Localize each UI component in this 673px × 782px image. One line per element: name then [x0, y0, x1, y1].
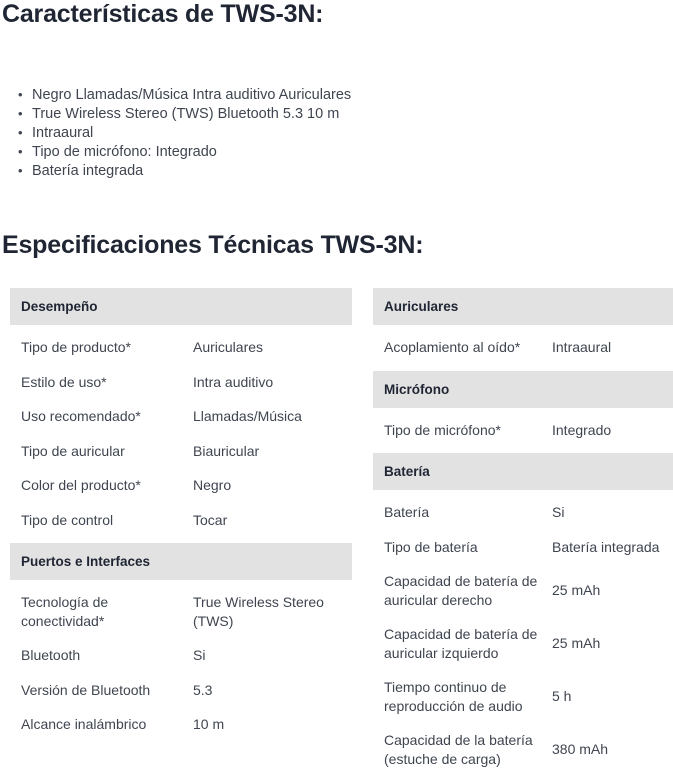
spec-group-header: Batería: [373, 453, 673, 490]
table-row: Alcance inalámbrico 10 m: [10, 707, 352, 742]
spec-group-rows: Tipo de micrófono* Integrado: [373, 408, 673, 454]
spec-value: 10 m: [193, 716, 225, 732]
table-row: Uso recomendado* Llamadas/Música: [10, 399, 352, 434]
table-row: Capacidad de batería de auricular derech…: [373, 564, 673, 617]
spec-value: Si: [552, 504, 565, 520]
spec-label: Uso recomendado*: [21, 408, 141, 424]
spec-group-rows: Acoplamiento al oído* Intraaural: [373, 325, 673, 371]
spec-group-header: Desempeño: [10, 288, 352, 325]
spec-value: 380 mAh: [552, 741, 609, 758]
spec-value: Auriculares: [193, 339, 264, 355]
spec-value: 25 mAh: [552, 582, 601, 599]
spec-column-right: Auriculares Acoplamiento al oído* Intraaur…: [373, 288, 673, 782]
bullet-icon: •: [18, 125, 23, 141]
spec-group-rows: Batería Si Tipo de batería Batería integrad…: [373, 490, 673, 782]
table-row: Capacidad de la batería (estuche de carg…: [373, 723, 673, 776]
spec-value: Llamadas/Música: [193, 408, 302, 424]
features-heading: Características de TWS-3N:: [2, 0, 324, 28]
table-row: Tipo de batería Batería integrada: [373, 530, 673, 565]
table-row: Capacidad de batería de auricular izquie…: [373, 617, 673, 670]
spec-value: 25 mAh: [552, 635, 601, 652]
list-item: • Intraaural: [18, 124, 392, 143]
spec-label: Capacidad de batería de auricular derech…: [384, 573, 538, 608]
table-row: Tiempo continuo de reproducción de audio…: [373, 670, 673, 723]
spec-value: Integrado: [552, 421, 612, 438]
list-item: • True Wireless Stereo (TWS) Bluetooth 5.…: [18, 105, 392, 124]
bullet-icon: •: [18, 106, 23, 122]
list-item-label: Intraaural: [32, 125, 94, 142]
specifications-tables: Desempeño Tipo de producto* Auriculares Est…: [0, 288, 673, 782]
spec-label: Capacidad de batería de auricular izquie…: [384, 626, 538, 661]
spec-label: Capacidad de la batería (estuche de carg…: [384, 732, 533, 767]
table-row: Color del producto* Negro: [10, 468, 352, 503]
spec-label: Versión de Bluetooth: [21, 681, 151, 698]
spec-group-header: Auriculares: [373, 288, 673, 325]
spec-label: Tipo de control: [21, 511, 114, 528]
bullet-icon: •: [18, 144, 23, 160]
spec-label: Tecnología de conectividad*: [21, 594, 109, 629]
spec-label: Batería: [384, 504, 430, 520]
spec-value: Negro: [193, 477, 232, 493]
list-item-label: True Wireless Stereo (TWS) Bluetooth 5.3…: [32, 106, 340, 123]
table-row: Tipo de auricular Biauricular: [10, 434, 352, 469]
list-item: • Negro Llamadas/Música Intra auditivo Au…: [18, 86, 392, 105]
list-item-label: Tipo de micrófono: Integrado: [32, 144, 217, 161]
table-row: Batería Si: [373, 495, 673, 530]
spec-value: 5.3: [193, 681, 213, 698]
list-item: • Batería integrada: [18, 162, 392, 181]
spec-value: Si: [193, 647, 206, 663]
spec-label: Tipo de batería: [384, 538, 478, 555]
bullet-icon: •: [18, 163, 23, 179]
spec-value: Batería integrada: [552, 538, 660, 555]
table-row: Tecnología de conectividad* True Wireless…: [10, 585, 352, 638]
table-row: Tipo de control Tocar: [10, 503, 352, 538]
spec-label: Tipo de auricular: [21, 442, 125, 459]
spec-label: Alcance inalámbrico: [21, 716, 147, 732]
specifications-heading: Especificaciones Técnicas TWS-3N:: [2, 231, 424, 259]
spec-value: Intra auditivo: [193, 373, 274, 390]
table-row: Tipo de producto* Auriculares: [10, 330, 352, 365]
spec-label: Tipo de micrófono*: [384, 421, 501, 438]
spec-group-header: Micrófono: [373, 370, 673, 408]
spec-value: Biauricular: [193, 442, 260, 459]
spec-label: Tiempo continuo de reproducción de audio: [384, 679, 523, 714]
spec-column-left: Desempeño Tipo de producto* Auriculares Est…: [10, 288, 352, 748]
spec-label: Tipo de producto*: [21, 339, 131, 355]
spec-label: Bluetooth: [21, 647, 81, 663]
spec-group-rows: Tecnología de conectividad* True Wireless…: [10, 580, 352, 748]
bullet-icon: •: [18, 87, 23, 102]
table-row: Tipo de micrófono* Integrado: [373, 413, 673, 448]
spec-label: Acoplamiento al oído*: [384, 339, 521, 355]
spec-group-rows: Tipo de producto* Auriculares Estilo de us…: [10, 325, 352, 543]
table-row: Versión de Bluetooth 5.3: [10, 673, 352, 708]
spec-value: 5 h: [552, 688, 572, 705]
table-row: Acoplamiento al oído* Intraaural: [373, 330, 673, 365]
list-item-label: Batería integrada: [32, 163, 144, 180]
spec-value: Intraaural: [552, 339, 612, 355]
table-row: Bluetooth Si: [10, 638, 352, 673]
features-list: • Negro Llamadas/Música Intra auditivo Au…: [0, 86, 392, 181]
spec-label: Color del producto*: [21, 477, 141, 493]
list-item-label: Negro Llamadas/Música Intra auditivo Aur…: [32, 87, 352, 103]
spec-group-header: Puertos e Interfaces: [10, 543, 352, 580]
spec-value: Tocar: [193, 511, 228, 528]
list-item: • Tipo de micrófono: Integrado: [18, 143, 392, 162]
table-row: Estilo de uso* Intra auditivo: [10, 365, 352, 400]
spec-label: Estilo de uso*: [21, 373, 107, 390]
spec-value: True Wireless Stereo (TWS): [193, 594, 324, 629]
